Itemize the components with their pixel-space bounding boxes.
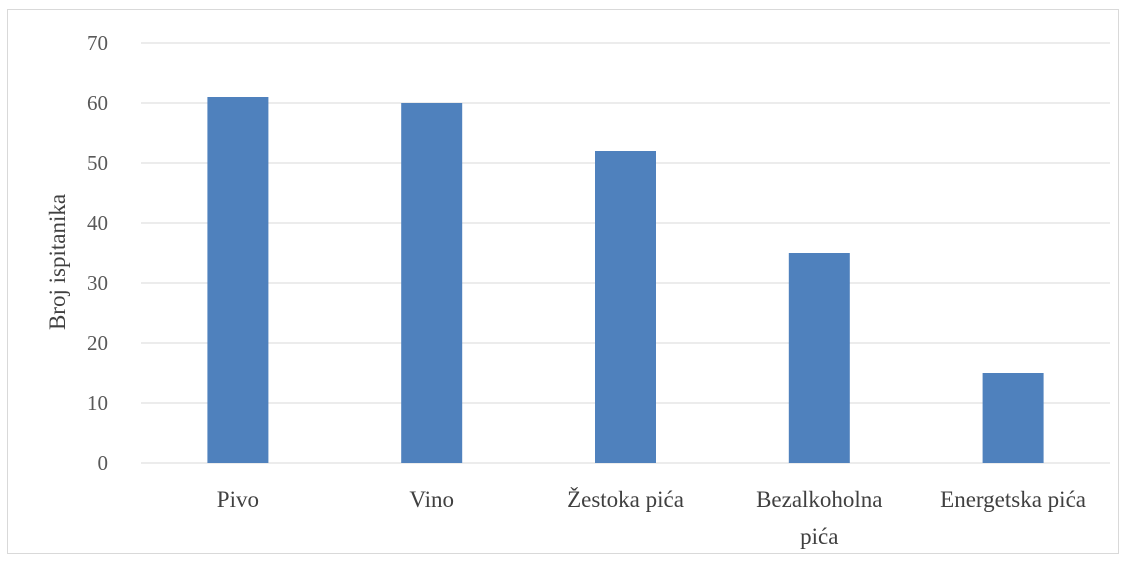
y-tick-labels: 0 10 20 30 40 50 60 70 [87,31,108,475]
bar [401,103,463,463]
x-category-label-line: Bezalkoholna [756,487,882,512]
bar [788,253,850,463]
bar-chart: 0 10 20 30 40 50 60 70 Pivo Vino Žestoka pića Beza… [45,31,1110,549]
y-axis-title: Broj ispitanika [45,194,70,330]
x-category-label-line: Žestoka pića [567,487,684,512]
x-category-label-line: Pivo [217,487,259,512]
bar [982,373,1044,463]
y-tick-label: 40 [87,211,108,235]
x-category-label-line: Energetska pića [940,487,1086,512]
bar [595,151,656,463]
y-tick-label: 70 [87,31,108,55]
x-category-label: Pivo [217,487,259,512]
bars [207,97,1044,463]
y-tick-label: 0 [98,451,109,475]
x-category-label: Bezalkoholna pića [756,487,882,549]
x-category-label: Vino [409,487,454,512]
x-category-label-line: Vino [409,487,454,512]
x-category-label: Žestoka pića [567,487,684,512]
x-category-label: Energetska pića [940,487,1086,512]
y-tick-label: 30 [87,271,108,295]
x-category-labels: Pivo Vino Žestoka pića Bezalkoholna pića Ener… [217,487,1086,549]
y-tick-label: 20 [87,331,108,355]
y-tick-label: 50 [87,151,108,175]
chart-container: 0 10 20 30 40 50 60 70 Pivo Vino Žestoka pića Beza… [7,9,1119,554]
y-tick-label: 10 [87,391,108,415]
y-tick-label: 60 [87,91,108,115]
bar [207,97,269,463]
x-category-label-line: pića [800,524,838,549]
